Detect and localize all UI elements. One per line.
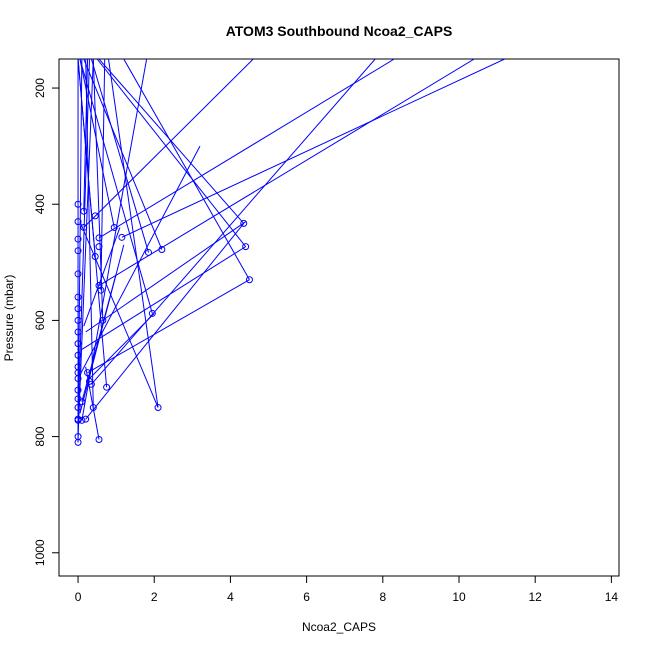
series-line-segment bbox=[77, 59, 90, 421]
data-point bbox=[91, 212, 99, 220]
data-point bbox=[74, 395, 82, 403]
data-point bbox=[145, 248, 153, 256]
series-line-segment bbox=[85, 221, 246, 333]
data-point bbox=[240, 219, 248, 227]
x-axis: 0 2 4 6 8 10 12 14 bbox=[75, 575, 619, 604]
data-point bbox=[158, 246, 166, 254]
data-point bbox=[74, 433, 82, 441]
data-point bbox=[74, 218, 82, 226]
x-tick-label: 14 bbox=[605, 590, 619, 604]
series-line-segment bbox=[77, 145, 201, 379]
data-point bbox=[80, 207, 88, 215]
series-line-segment bbox=[91, 59, 376, 385]
series-line-segment bbox=[100, 59, 106, 291]
data-point bbox=[74, 351, 82, 359]
y-tick-label: 200 bbox=[33, 78, 47, 98]
data-point bbox=[245, 276, 253, 284]
data-point bbox=[82, 415, 90, 423]
series-points bbox=[74, 200, 253, 446]
data-point bbox=[74, 404, 82, 412]
data-point bbox=[154, 404, 162, 412]
series-line-segment bbox=[83, 227, 121, 327]
data-point bbox=[85, 377, 93, 385]
series-line-segment bbox=[98, 59, 245, 224]
y-tick-label: 1000 bbox=[33, 539, 47, 566]
series-line-segment bbox=[83, 59, 163, 250]
y-tick-label: 600 bbox=[33, 310, 47, 330]
data-point bbox=[74, 328, 82, 336]
series-lines bbox=[77, 59, 505, 443]
x-axis-title: Ncoa2_CAPS bbox=[302, 620, 376, 634]
series-line-segment bbox=[108, 59, 159, 408]
x-tick-label: 0 bbox=[75, 590, 82, 604]
series-line-segment bbox=[79, 59, 153, 314]
series-line-segment bbox=[87, 279, 250, 374]
y-axis: 200 400 600 800 1000 bbox=[33, 78, 60, 566]
x-tick-label: 12 bbox=[529, 590, 543, 604]
data-point bbox=[97, 286, 105, 294]
data-point bbox=[74, 270, 82, 278]
data-point bbox=[242, 243, 250, 251]
data-point bbox=[95, 243, 103, 251]
data-point bbox=[74, 305, 82, 313]
series-line-segment bbox=[79, 221, 159, 408]
data-point bbox=[91, 253, 99, 261]
series-line-segment bbox=[96, 59, 247, 247]
data-point bbox=[74, 200, 82, 208]
x-tick-label: 8 bbox=[379, 590, 386, 604]
data-point bbox=[103, 383, 111, 391]
data-point bbox=[78, 416, 86, 424]
series-line-segment bbox=[81, 246, 246, 350]
data-point bbox=[74, 415, 82, 423]
series-line-segment bbox=[98, 59, 395, 239]
series-line-segment bbox=[85, 223, 245, 420]
data-point bbox=[89, 404, 97, 412]
data-point bbox=[99, 316, 107, 324]
series-line-segment bbox=[123, 59, 250, 280]
x-tick-label: 10 bbox=[452, 590, 466, 604]
series-line-segment bbox=[77, 59, 96, 257]
data-point bbox=[95, 282, 103, 290]
y-axis-title: Pressure (mbar) bbox=[2, 275, 16, 362]
y-tick-label: 400 bbox=[33, 194, 47, 214]
data-point bbox=[118, 233, 126, 241]
data-point bbox=[80, 223, 88, 231]
data-point bbox=[74, 386, 82, 394]
data-point bbox=[74, 247, 82, 255]
series-line-segment bbox=[83, 59, 89, 212]
data-point bbox=[74, 293, 82, 301]
data-point bbox=[148, 309, 156, 317]
series-line-segment bbox=[79, 59, 115, 228]
x-tick-label: 4 bbox=[227, 590, 234, 604]
data-point bbox=[84, 369, 92, 377]
data-point bbox=[74, 316, 82, 324]
series-line-segment bbox=[83, 59, 254, 228]
data-point bbox=[74, 235, 82, 243]
series-line-segment bbox=[89, 313, 155, 379]
data-point bbox=[95, 234, 103, 242]
series-line-segment bbox=[79, 244, 125, 414]
data-point bbox=[110, 223, 118, 231]
series-line-segment bbox=[90, 59, 150, 253]
series-line-segment bbox=[121, 59, 505, 238]
series-line-segment bbox=[77, 59, 83, 443]
series-line-segment bbox=[98, 59, 475, 286]
series-line-segment bbox=[85, 59, 94, 408]
chart-title: ATOM3 Southbound Ncoa2_CAPS bbox=[226, 23, 453, 39]
y-tick-label: 800 bbox=[33, 426, 47, 446]
x-tick-label: 2 bbox=[151, 590, 158, 604]
data-point bbox=[74, 340, 82, 348]
data-point bbox=[95, 435, 103, 443]
data-point bbox=[74, 363, 82, 371]
x-tick-label: 6 bbox=[303, 590, 310, 604]
